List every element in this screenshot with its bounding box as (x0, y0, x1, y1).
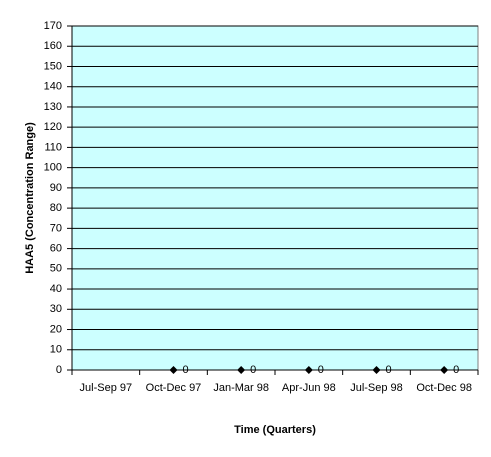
data-label: 0 (318, 364, 324, 376)
x-tick-label: Oct-Dec 98 (416, 382, 472, 394)
y-tick-label: 140 (44, 81, 62, 93)
x-tick-label: Apr-Jun 98 (281, 382, 336, 394)
y-tick-label: 100 (44, 162, 62, 174)
y-tick-label: 0 (56, 364, 62, 376)
x-tick-label: Jan-Mar 98 (213, 382, 269, 394)
data-label: 0 (182, 364, 188, 376)
y-tick-label: 90 (50, 182, 62, 194)
y-tick-label: 40 (50, 283, 62, 295)
plot-area (71, 25, 479, 371)
y-tick-label: 30 (50, 303, 62, 315)
point (304, 366, 313, 374)
data-label: 0 (385, 364, 391, 376)
y-tick-label: 50 (50, 263, 62, 275)
y-tick-label: 130 (44, 101, 62, 113)
y-tick-label: 80 (50, 202, 62, 214)
y-tick-label: 10 (50, 344, 62, 356)
point (372, 366, 381, 374)
y-tick-label: 120 (44, 121, 62, 133)
x-axis-title: Time (Quarters) (234, 424, 316, 436)
y-tick-label: 20 (50, 323, 62, 335)
y-tick-label: 150 (44, 60, 62, 72)
x-tick-label: Jul-Sep 98 (350, 382, 403, 394)
x-tick-label: Jul-Sep 97 (79, 382, 133, 394)
y-tick-label: 70 (50, 222, 62, 234)
point (237, 366, 246, 374)
point (440, 366, 449, 374)
data-label: 0 (250, 364, 256, 376)
point (169, 366, 178, 374)
y-tick-label: 60 (50, 242, 62, 254)
y-axis-title: HAA5 (Concentration Range) (24, 122, 36, 274)
data-label: 0 (453, 364, 459, 376)
y-tick-label: 160 (44, 40, 62, 52)
y-tick-label: 170 (44, 20, 62, 32)
y-tick-label: 110 (44, 141, 62, 153)
x-tick-label: Oct-Dec 97 (145, 382, 202, 394)
